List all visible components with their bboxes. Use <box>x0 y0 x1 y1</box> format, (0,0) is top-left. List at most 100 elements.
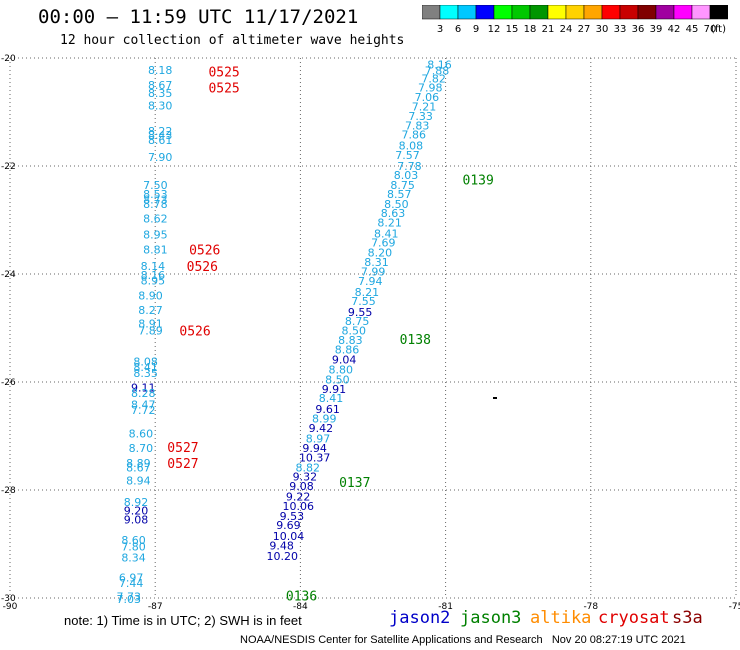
units-note: note: 1) Time is in UTC; 2) SWH is in fe… <box>64 613 302 628</box>
wave-height-label: 7.55 <box>351 295 376 308</box>
colorbar-swatch <box>691 5 711 20</box>
wave-height-label: 8.70 <box>129 442 154 455</box>
wave-height-label: 8.35 <box>148 87 173 100</box>
wave-height-label: 8.60 <box>129 427 154 440</box>
colorbar-swatch <box>673 5 693 20</box>
wave-height-label: 8.27 <box>138 304 163 317</box>
wave-height-label: 8.83 <box>338 334 363 347</box>
pass-id-label: 0526 <box>179 325 210 340</box>
pass-id-label: 0137 <box>339 476 370 491</box>
wave-height-label: 7.94 <box>358 275 383 288</box>
wave-height-label: 10.37 <box>299 452 331 465</box>
wave-height-label: 7.99 <box>361 265 386 278</box>
colorbar-unit: (ft) <box>711 24 726 35</box>
colorbar-tick-label: 39 <box>650 24 663 35</box>
wave-height-label: 8.41 <box>374 228 399 241</box>
colorbar-tick-label: 15 <box>506 24 519 35</box>
wave-height-label: 8.41 <box>319 392 344 405</box>
colorbar-tick-label: 3 <box>437 24 443 35</box>
wave-height-label: 9.22 <box>286 490 311 503</box>
cryosat-track: 8.188.678.358.308.228.438.617.907.508.53… <box>116 64 172 606</box>
map-grid <box>9 57 737 599</box>
wave-height-label: 9.48 <box>269 540 294 553</box>
wave-height-label: 10.20 <box>267 550 299 563</box>
wave-height-label: 7.80 <box>121 541 146 554</box>
wave-height-label: 8.81 <box>143 244 168 257</box>
legend-jason2: jason2 <box>389 608 451 628</box>
wave-height-label: 8.22 <box>148 125 173 138</box>
wave-height-label: 8.62 <box>143 212 168 225</box>
wave-height-label: 7.21 <box>412 101 437 114</box>
colorbar-swatch <box>547 5 567 20</box>
colorbar-tick-label: 21 <box>542 24 555 35</box>
wave-height-label: 9.04 <box>332 353 357 366</box>
legend-s3a: s3a <box>672 608 703 628</box>
wave-height-label: 7.03 <box>116 593 141 606</box>
lon-label: -78 <box>583 602 598 610</box>
wave-height-label: 8.41 <box>133 361 158 374</box>
legend-altika: altika <box>530 608 592 628</box>
wave-height-label: 8.18 <box>148 64 173 77</box>
colorbar-tick-label: 9 <box>473 24 479 35</box>
wave-height-label: 8.75 <box>390 179 415 192</box>
wave-height-label: 8.08 <box>133 355 158 368</box>
wave-height-label: 10.04 <box>273 530 305 543</box>
wave-height-label: 8.60 <box>121 534 146 547</box>
wave-height-label: 8.63 <box>381 207 406 220</box>
pass-id-label: 0527 <box>167 441 198 456</box>
colorbar-tick-label: 12 <box>488 24 501 35</box>
colorbar-swatch <box>601 5 621 20</box>
colorbar-swatch <box>457 5 477 20</box>
colorbar-swatch <box>655 5 675 20</box>
wave-height-label: 7.90 <box>148 151 173 164</box>
wave-height-label: 8.35 <box>133 367 158 380</box>
colorbar-tick-label: 24 <box>560 24 573 35</box>
pass-id-label: 0525 <box>208 66 239 81</box>
wave-height-label: 8.80 <box>328 364 353 377</box>
colorbar-swatch <box>493 5 513 20</box>
page-title: 00:00 — 11:59 UTC 11/17/2021 <box>38 6 359 28</box>
colorbar-tick-label: 18 <box>524 24 537 35</box>
wave-height-label: 8.08 <box>399 139 424 152</box>
wave-height-label: 9.08 <box>124 514 148 527</box>
wave-height-label: 8.67 <box>126 461 151 474</box>
wave-height-colorbar: 3 6 9 12 15 18 21 24 27 30 33 36 39 42 45 70(ft) <box>422 5 728 35</box>
wave-height-label: 7.33 <box>408 110 433 123</box>
colorbar-swatch <box>422 5 441 20</box>
colorbar-tick-label: 27 <box>578 24 591 35</box>
lon-label: -75 <box>729 602 740 610</box>
wave-height-label: 8.94 <box>126 474 151 487</box>
colorbar-swatch <box>511 5 531 20</box>
colorbar-tick-label: 42 <box>668 24 681 35</box>
lon-label: -90 <box>3 602 18 610</box>
legend-jason3: jason3 <box>460 608 522 628</box>
colorbar-swatch <box>475 5 495 20</box>
colorbar-tick-label: 45 <box>686 24 699 35</box>
pass-id-label: 0525 <box>208 82 239 97</box>
wave-height-label: 8.89 <box>126 457 151 470</box>
wave-height-label: 8.86 <box>335 344 360 357</box>
lat-label: -22 <box>1 162 16 172</box>
colorbar-swatch <box>583 5 603 20</box>
colorbar-swatch <box>439 5 459 20</box>
wave-height-label: 8.92 <box>124 496 148 509</box>
wave-height-label: 8.20 <box>368 246 393 259</box>
wave-height-label: 8.21 <box>355 286 380 299</box>
lat-label: -30 <box>1 594 16 604</box>
wave-height-label: 7.83 <box>405 120 430 133</box>
wave-height-label: 7.57 <box>395 149 420 162</box>
pass-id-label: 0136 <box>286 589 317 604</box>
wave-height-label: 8.53 <box>143 188 168 201</box>
jason3-track: 8.167.887.827.987.067.217.337.837.868.08… <box>267 58 452 562</box>
page-subtitle: 12 hour collection of altimeter wave hei… <box>60 33 405 48</box>
wave-height-label: 8.50 <box>342 325 367 338</box>
lon-label: -84 <box>293 602 308 610</box>
altimeter-map[interactable]: -20 -22 -24 -26 -28 -30-90 -87 -84 -81 -78 -75 8.18… <box>0 50 740 610</box>
wave-height-label: 7.06 <box>415 91 440 104</box>
wave-height-label: 8.82 <box>296 461 321 474</box>
wave-height-label: 7.44 <box>119 577 143 590</box>
wave-height-label: 10.06 <box>282 500 314 513</box>
pass-id-label: 0138 <box>400 333 431 348</box>
wave-height-label: 8.61 <box>148 134 173 147</box>
pass-id-label: 0526 <box>189 244 220 259</box>
